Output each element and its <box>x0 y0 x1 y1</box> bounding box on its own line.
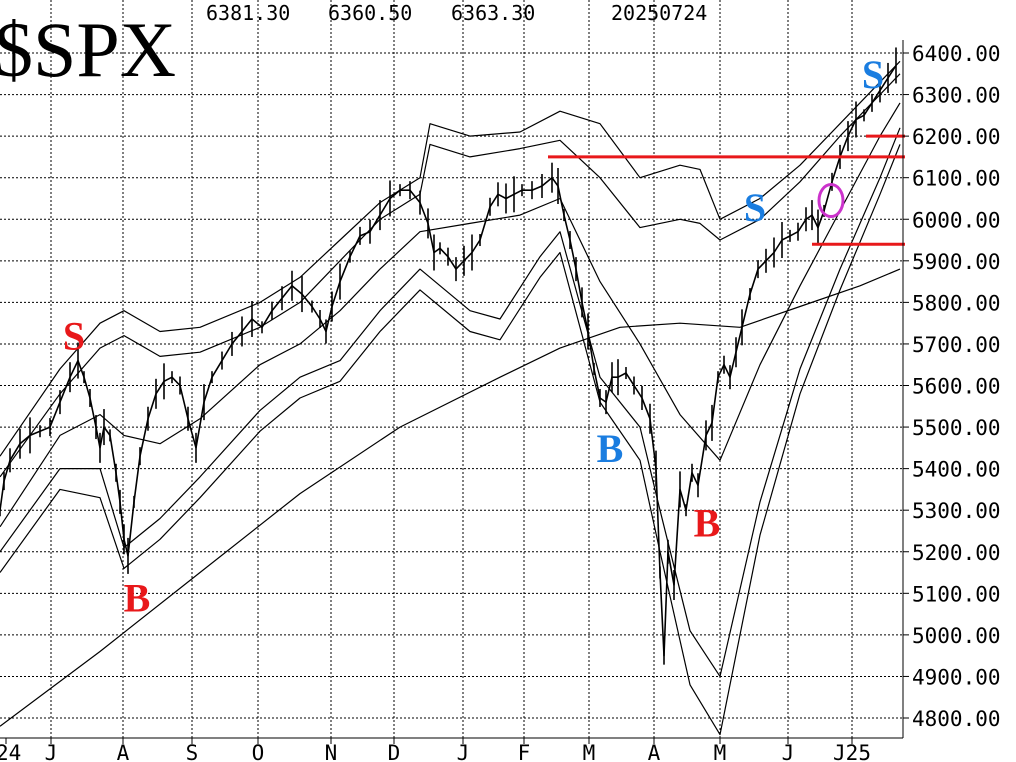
series-band-lower-inner <box>0 127 901 678</box>
buy-signal: B <box>597 426 624 471</box>
y-tick-label: 5500.00 <box>912 416 1001 440</box>
y-tick-label: 5600.00 <box>912 375 1001 399</box>
x-tick-label: F <box>518 741 531 762</box>
sell-signal: S <box>744 185 766 230</box>
x-tick-label: A <box>648 741 661 762</box>
x-tick-label: N <box>325 741 338 762</box>
x-tick-label: D <box>388 741 401 762</box>
header-value-3: 6363.30 <box>451 1 535 25</box>
y-tick-label: 4800.00 <box>912 707 1001 731</box>
y-tick-label: 6400.00 <box>912 42 1001 66</box>
header-value-1: 6381.30 <box>206 1 290 25</box>
buy-signal: B <box>694 501 721 546</box>
sell-signal: S <box>63 314 85 359</box>
y-tick-label: 5100.00 <box>912 582 1001 606</box>
header-date: 20250724 <box>611 1 707 25</box>
y-tick-label: 5800.00 <box>912 291 1001 315</box>
series-median-line <box>0 102 901 528</box>
x-tick-label: J <box>457 741 470 762</box>
series-moving-average-200 <box>0 268 901 727</box>
signal-annotations: S B B B S S <box>63 52 884 621</box>
x-tick-label: O <box>252 741 265 762</box>
series-group <box>0 47 901 736</box>
sell-signal: S <box>862 52 884 97</box>
y-tick-label: 5900.00 <box>912 250 1001 274</box>
x-tick-label: M <box>714 741 727 762</box>
x-tick-label: A <box>117 741 130 762</box>
y-tick-label: 5400.00 <box>912 458 1001 482</box>
series-price <box>0 65 897 657</box>
header-value-2: 6360.50 <box>328 1 412 25</box>
series-band-upper-inner <box>0 73 901 478</box>
y-tick-label: 5000.00 <box>912 624 1001 648</box>
symbol-title: $SPX <box>0 6 176 93</box>
axes: 6400.00 6300.00 6200.00 6100.00 6000.00 5900.… <box>0 40 1001 762</box>
x-tick-label: S <box>186 741 199 762</box>
y-tick-label: 6300.00 <box>912 84 1001 108</box>
x-tick-label: J25 <box>833 741 871 762</box>
y-tick-label: 4900.00 <box>912 665 1001 689</box>
series-band-lower-outer <box>0 144 901 736</box>
reference-lines <box>548 134 905 246</box>
marker-circle <box>817 183 845 219</box>
buy-signal: B <box>124 575 151 620</box>
y-tick-label: 5300.00 <box>912 499 1001 523</box>
series-band-upper-outer <box>0 60 901 457</box>
x-tick-label: M <box>583 741 596 762</box>
grid <box>0 0 903 738</box>
y-tick-label: 5700.00 <box>912 333 1001 357</box>
y-tick-label: 6000.00 <box>912 208 1001 232</box>
y-tick-label: 5200.00 <box>912 541 1001 565</box>
y-tick-label: 6200.00 <box>912 125 1001 149</box>
x-tick-label: 24 <box>0 741 21 762</box>
x-tick-label: J <box>45 741 58 762</box>
y-tick-label: 6100.00 <box>912 167 1001 191</box>
x-tick-label: J <box>782 741 795 762</box>
